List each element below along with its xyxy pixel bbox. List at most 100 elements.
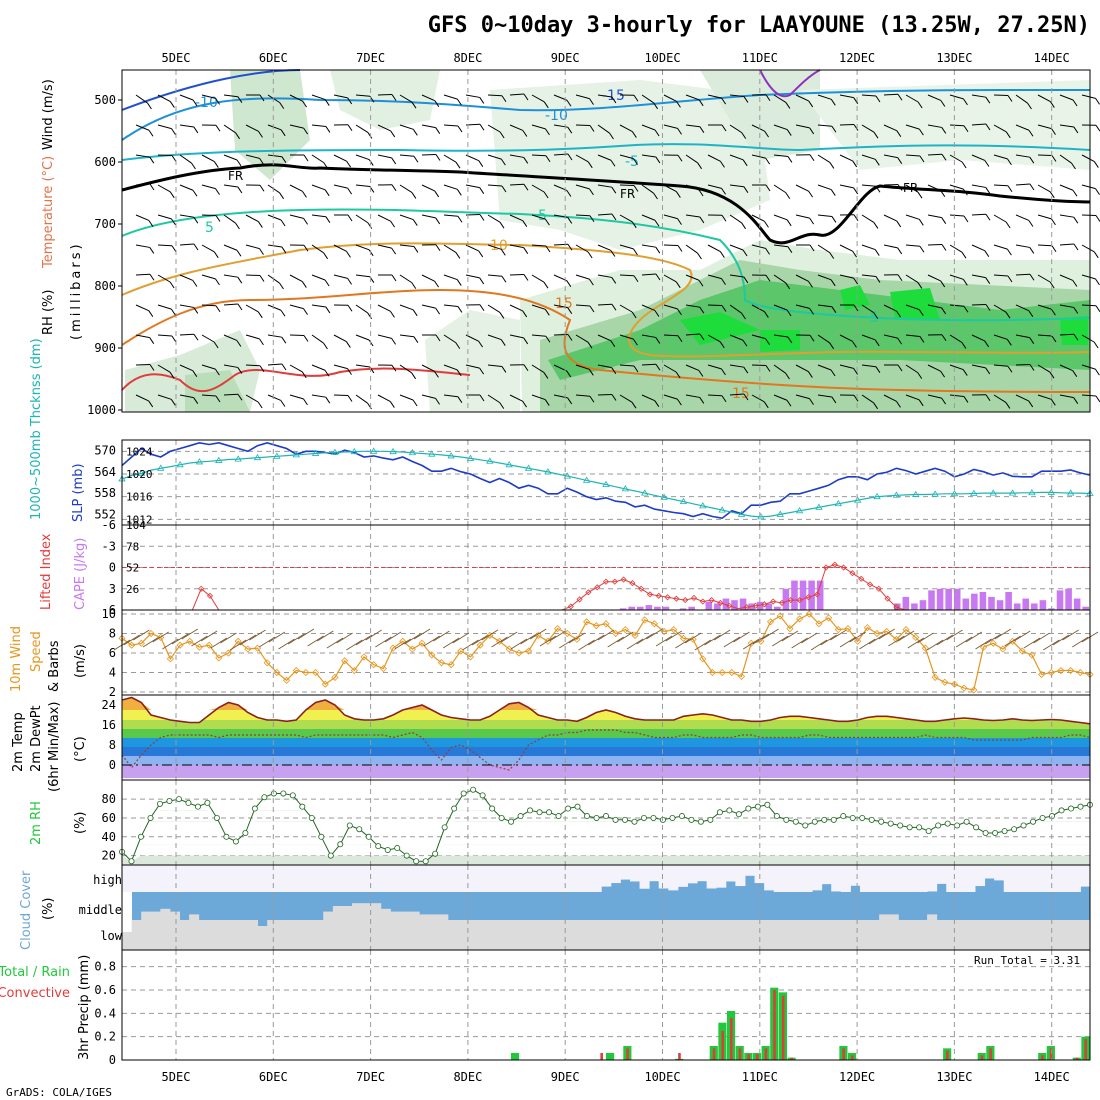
thickness-point <box>1066 489 1075 496</box>
rh-point <box>1068 805 1075 812</box>
rh-point <box>650 814 657 821</box>
cloud-high-cell <box>601 865 612 887</box>
y-tick-label: 3 <box>109 582 116 596</box>
cloud-high-cell <box>495 865 506 892</box>
cloud-low-cell <box>460 920 471 950</box>
date-label: 13DEC <box>936 51 972 65</box>
wind-point <box>302 668 310 677</box>
precip-convective-bar <box>790 1057 794 1060</box>
cloud-high-cell <box>313 865 324 892</box>
wind-barb <box>646 628 663 640</box>
li-point <box>726 602 733 609</box>
rh-point <box>631 818 638 825</box>
precip-convective-bar <box>946 1050 949 1060</box>
wind-point <box>157 633 165 641</box>
upper-wind-label: Wind (m/s) <box>41 79 56 150</box>
thickness-point <box>931 490 939 497</box>
wind-barb <box>181 628 198 640</box>
li-point <box>717 599 724 606</box>
cloud-high-cell <box>955 865 966 892</box>
date-label: 13DEC <box>936 1070 972 1084</box>
cape-bar <box>928 590 935 610</box>
cloud-high-cell <box>208 865 219 892</box>
cloud-high-cell <box>677 865 688 887</box>
wind-barb <box>549 630 566 642</box>
slp-thickness-panel <box>118 441 1094 520</box>
rh-point <box>735 811 742 818</box>
cloud-high-cell <box>610 865 621 884</box>
rh-point <box>603 813 610 820</box>
thickness-point <box>428 450 436 457</box>
wind-barb <box>258 636 276 648</box>
thickness-point <box>582 476 591 483</box>
cloud-high-cell <box>927 865 938 892</box>
cloud-high-cell <box>438 865 449 892</box>
cloud-low-cell <box>712 920 723 950</box>
wind-point <box>931 673 939 681</box>
date-label: 9DEC <box>551 1070 580 1084</box>
cape-bar <box>1056 590 1064 610</box>
rh-point <box>1039 814 1046 821</box>
li-point <box>831 561 838 568</box>
wind-point <box>195 643 204 651</box>
wind-point <box>921 644 930 652</box>
wind-point <box>273 668 281 677</box>
precip-convective-bar <box>1049 1048 1053 1060</box>
rh-point <box>612 816 619 823</box>
wind-barb <box>559 637 576 649</box>
cloud-low-cell <box>606 920 617 950</box>
cloud-high-cell <box>802 865 813 892</box>
contour-label: 5 <box>205 220 214 236</box>
cloud-low-cell <box>896 920 907 950</box>
wind-barb <box>684 632 702 644</box>
cape-bar <box>765 603 773 610</box>
cape-bar <box>971 593 978 610</box>
cloud-mid-cell <box>160 908 171 920</box>
wind-barb <box>975 638 992 650</box>
wind-point <box>176 641 184 649</box>
cloud-high-cell <box>284 865 296 892</box>
wind-barb <box>1014 630 1031 642</box>
wind-barb <box>530 628 547 640</box>
precip-convective-bar <box>764 1048 768 1060</box>
y-tick-label: 0.4 <box>94 1006 116 1020</box>
cloud-low-cell <box>199 920 210 950</box>
cloud-high-cell <box>744 865 756 876</box>
cloud-high-cell <box>821 865 832 885</box>
rh-point <box>973 824 980 831</box>
thickness-point <box>137 469 146 477</box>
wind-barb <box>317 630 334 642</box>
li-point <box>708 597 715 604</box>
li-point <box>655 592 662 599</box>
wind-barb <box>936 634 954 646</box>
wind-point <box>592 622 600 630</box>
wind-point <box>166 655 174 663</box>
cloud-low-cell <box>325 920 336 950</box>
cape-bar <box>945 588 952 610</box>
cloud-high-cell <box>543 865 554 892</box>
wind-point <box>137 639 145 647</box>
wind-point <box>331 673 339 681</box>
cape-bar <box>628 606 635 610</box>
wind-point <box>1067 666 1075 675</box>
cloud-low-cell <box>925 920 936 950</box>
rh-point <box>166 798 173 805</box>
wind-barb <box>597 629 615 641</box>
cape-bar <box>962 598 970 610</box>
wind-barb <box>307 635 324 647</box>
cloud-low-cell <box>1060 920 1072 950</box>
wind-barb <box>626 638 644 650</box>
wind-barb <box>839 636 857 648</box>
cloud-high-cell <box>467 865 478 892</box>
precip-total-bar <box>606 1053 615 1060</box>
rh-point <box>764 801 771 808</box>
cloud-mid-cell <box>141 911 152 920</box>
wind-point <box>776 612 784 620</box>
cloud-low-cell <box>131 920 142 950</box>
cloud-low-cell <box>170 920 181 950</box>
rh-point <box>460 790 467 797</box>
rh-band <box>122 855 1090 865</box>
cloud-high-cell <box>428 865 439 892</box>
wind-barb <box>578 639 595 651</box>
y-tick-label: 4 <box>109 666 116 680</box>
